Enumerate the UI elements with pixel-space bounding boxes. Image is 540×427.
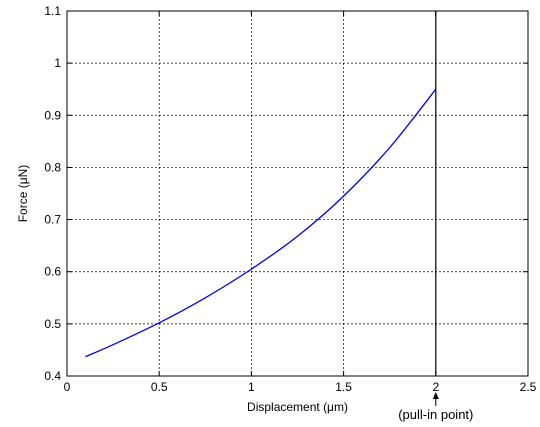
y-tick-label: 0.4 (44, 369, 61, 383)
y-tick-label: 0.6 (44, 265, 61, 279)
x-tick-label: 2.5 (520, 380, 537, 394)
x-tick-label: 2 (432, 380, 439, 394)
y-tick-label: 1.1 (44, 4, 61, 18)
force-displacement-line (85, 88, 437, 358)
annotation-layer: (pull-in point) (398, 392, 473, 422)
y-tick-label: 0.9 (44, 108, 61, 122)
x-tick-label: 1 (248, 380, 255, 394)
axis-ticks: 0 0.5 1 1.5 2 2.5 0.4 0.5 0.6 0.7 0.8 0.9 1 1.1 (44, 4, 536, 394)
x-tick-label: 1.5 (335, 380, 352, 394)
y-tick-label: 1 (54, 56, 61, 70)
y-tick-label: 0.7 (44, 213, 61, 227)
pull-in-annotation: (pull-in point) (398, 407, 473, 422)
y-axis-label: Force (μN) (16, 165, 30, 223)
x-tick-label: 0.5 (151, 380, 168, 394)
annotation-arrowhead-icon (432, 392, 439, 399)
series-layer (85, 88, 437, 358)
plot-frame (66, 10, 529, 377)
y-tick-label: 0.8 (44, 160, 61, 174)
x-axis-label: Displacement (μm) (247, 400, 348, 414)
grid (67, 11, 528, 376)
x-tick-label: 0 (64, 380, 71, 394)
y-tick-label: 0.5 (44, 317, 61, 331)
